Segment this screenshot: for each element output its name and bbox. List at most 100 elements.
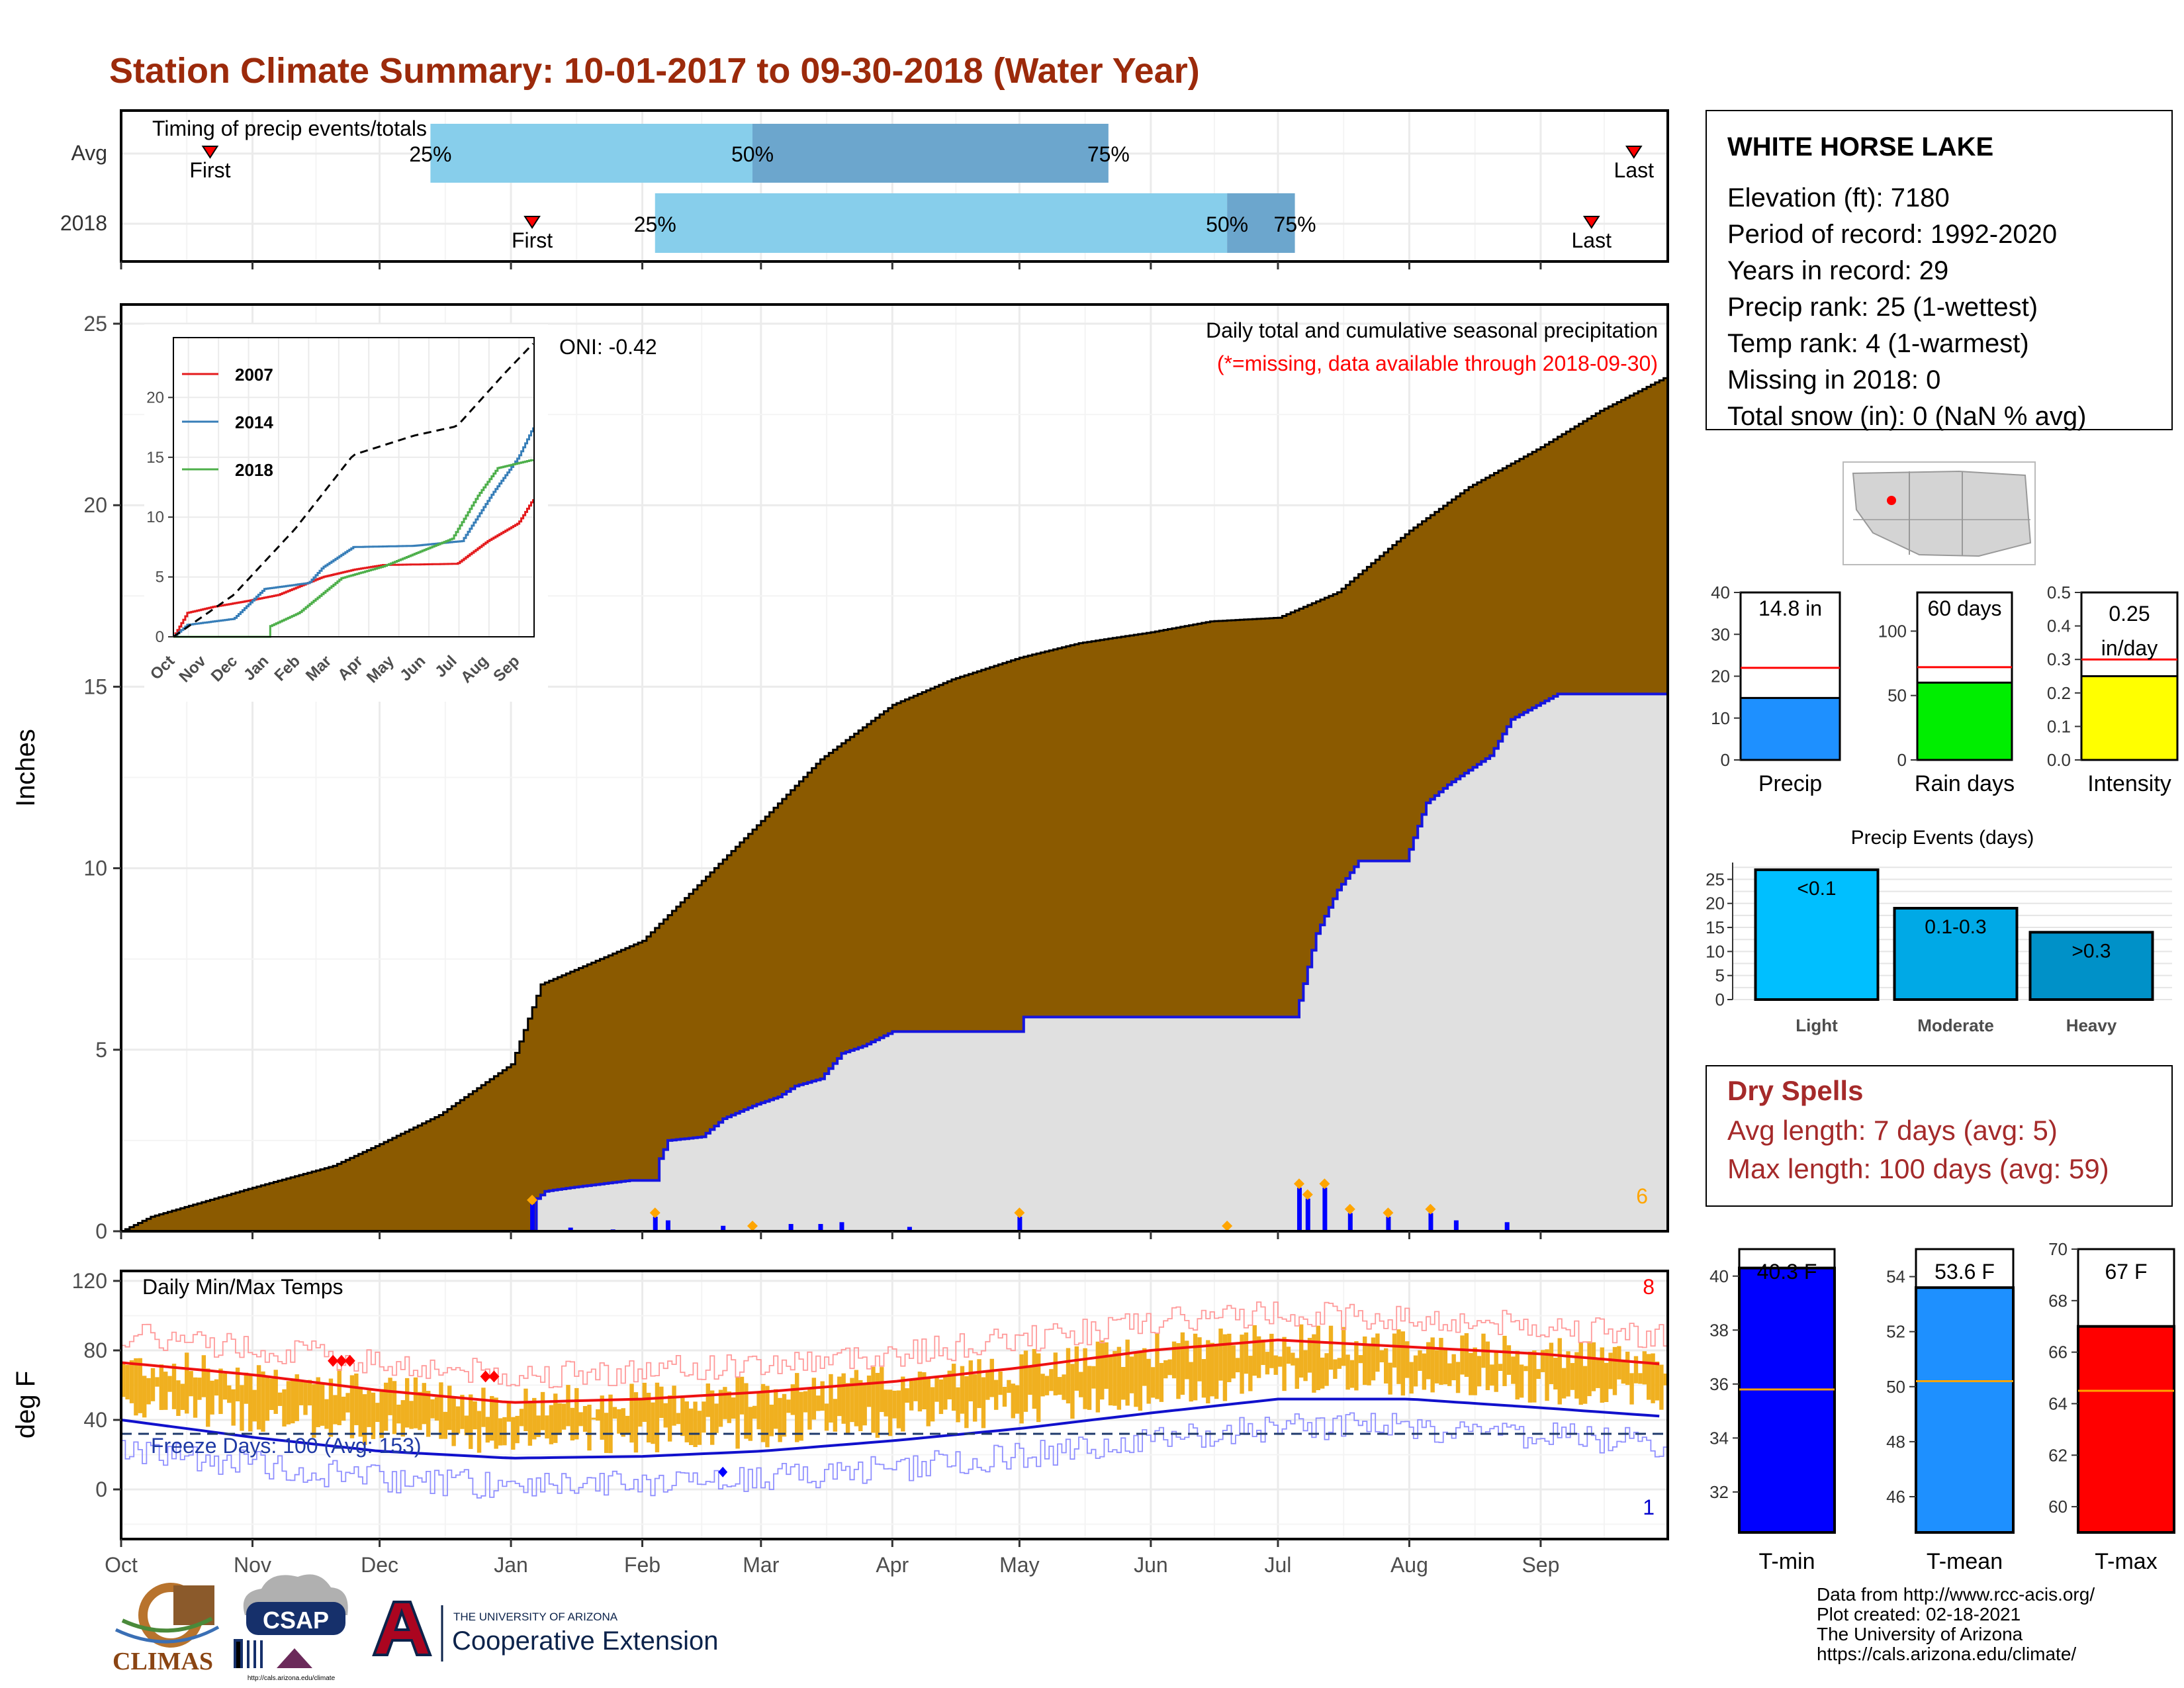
- climas-text: CLIMAS: [113, 1648, 213, 1675]
- daily-precip-bar: [1305, 1198, 1310, 1231]
- daily-temp-bar: [324, 1399, 329, 1429]
- daily-temp-bar: [663, 1403, 668, 1428]
- daily-temp-bar: [295, 1374, 299, 1421]
- daily-temp-bar: [345, 1393, 350, 1413]
- ua-logo: THE UNIVERSITY OF ARIZONA Cooperative Ex…: [372, 1601, 718, 1662]
- daily-temp-bar: [638, 1399, 643, 1427]
- events-tick-label: 0: [1715, 990, 1725, 1009]
- daily-temp-bar: [523, 1388, 528, 1431]
- daily-temp-bar: [1447, 1363, 1452, 1386]
- credit-line: The University of Arizona: [1817, 1624, 2023, 1644]
- credit-line: Plot created: 02-18-2021: [1817, 1604, 2021, 1624]
- daily-temp-bar: [702, 1401, 706, 1433]
- daily-temp-bar: [1121, 1367, 1126, 1400]
- daily-temp-bar: [1218, 1329, 1223, 1381]
- month-tick-label: Feb: [624, 1553, 660, 1577]
- daily-temp-bar: [515, 1415, 520, 1444]
- daily-temp-bar: [659, 1386, 664, 1419]
- daily-temp-bar: [862, 1384, 867, 1426]
- daily-temp-bar: [871, 1366, 876, 1433]
- daily-temp-bar: [1384, 1348, 1388, 1384]
- daily-temp-bar: [434, 1397, 439, 1421]
- daily-temp-bar: [1015, 1385, 1020, 1414]
- record-min-line: [121, 1412, 1668, 1499]
- daily-temp-bar: [337, 1369, 341, 1425]
- daily-temp-bar: [765, 1385, 770, 1448]
- timing-pct-label: 50%: [1206, 212, 1248, 236]
- daily-temp-bar: [536, 1415, 541, 1437]
- small-bar-tick: 0.0: [2047, 750, 2071, 770]
- daily-temp-bar: [591, 1417, 596, 1420]
- daily-temp-bar: [905, 1388, 909, 1403]
- daily-temp-bar: [277, 1392, 283, 1406]
- timing-pct-label: 25%: [409, 142, 451, 166]
- daily-temp-bar: [875, 1372, 880, 1438]
- daily-temp-bar: [790, 1384, 796, 1415]
- daily-temp-bar: [582, 1406, 588, 1432]
- y-tick-label: 40: [83, 1408, 107, 1432]
- daily-temp-bar: [1214, 1345, 1219, 1399]
- daily-temp-bar: [600, 1395, 604, 1440]
- daily-temp-bar: [1070, 1364, 1075, 1419]
- daily-precip-bar: [1504, 1222, 1510, 1231]
- temp-bar-tick: 38: [1709, 1320, 1729, 1340]
- y-tick-label: 25: [83, 312, 107, 336]
- month-tick-label: Dec: [361, 1553, 398, 1577]
- daily-temp-bar: [693, 1401, 698, 1447]
- temp-panel-label: Daily Min/Max Temps: [142, 1275, 343, 1299]
- daily-temp-bar: [1494, 1350, 1498, 1392]
- small-bar-tick: 0: [1897, 750, 1907, 770]
- daily-temp-bar: [824, 1403, 829, 1431]
- daily-precip-bar: [665, 1220, 670, 1231]
- daily-temp-bar: [1638, 1373, 1643, 1384]
- temp-value-label: 67 F: [2105, 1260, 2147, 1284]
- daily-temp-bar: [333, 1395, 338, 1425]
- legend-label: 2014: [235, 412, 273, 432]
- daily-temp-bar: [1138, 1352, 1143, 1411]
- value-bar: [1916, 681, 2013, 761]
- value-bar: [1739, 696, 1841, 761]
- daily-temp-bar: [578, 1412, 583, 1427]
- daily-temp-bar: [735, 1377, 740, 1449]
- daily-temp-bar: [502, 1417, 507, 1446]
- daily-temp-bar: [1527, 1351, 1533, 1403]
- daily-temp-bar: [837, 1376, 842, 1417]
- freeze-days-label: Freeze Days: 100 (Avg: 153): [151, 1434, 422, 1458]
- daily-precip-bar: [530, 1203, 535, 1231]
- daily-temp-bar: [1324, 1353, 1329, 1386]
- daily-temp-bar: [1439, 1338, 1443, 1385]
- y-tick-label: 15: [83, 675, 107, 698]
- temp-bar-tick: 34: [1709, 1428, 1729, 1448]
- daily-temp-bar: [134, 1358, 138, 1416]
- inset-legend: 2007 2014 2018: [182, 365, 273, 480]
- heavy-event-marker: [1302, 1189, 1313, 1200]
- temp-bar-tick: 36: [1709, 1374, 1729, 1394]
- inset-y-tick-label: 15: [146, 449, 164, 467]
- daily-temp-bar: [866, 1376, 872, 1407]
- timing-row-avg: Avg: [71, 141, 107, 165]
- daily-temp-bar: [667, 1395, 672, 1442]
- temp-count-bottom: 1: [1643, 1495, 1655, 1519]
- month-tick-label: Sep: [1522, 1553, 1559, 1577]
- daily-temp-bar: [1375, 1333, 1380, 1372]
- temp-value-bar: [2077, 1325, 2175, 1534]
- daily-temp-bar: [1596, 1358, 1600, 1388]
- daily-temp-bar: [473, 1401, 477, 1430]
- daily-temp-bar: [494, 1397, 498, 1449]
- daily-precip-bar: [788, 1224, 794, 1231]
- daily-temp-bar: [1193, 1333, 1198, 1401]
- daily-temp-bar: [320, 1383, 325, 1426]
- daily-temp-bar: [235, 1367, 240, 1401]
- daily-temp-bar: [718, 1389, 723, 1427]
- daily-temp-bar: [1367, 1344, 1371, 1385]
- daily-temp-bar: [176, 1380, 181, 1417]
- daily-temp-bar: [922, 1372, 927, 1410]
- daily-temp-bar: [1210, 1342, 1214, 1397]
- daily-temp-bar: [1163, 1360, 1168, 1379]
- precip-events-title: Precip Events (days): [1851, 827, 2034, 849]
- small-bar-tick: 50: [1888, 686, 1907, 706]
- daily-temp-bar: [1418, 1350, 1422, 1371]
- daily-temp-bar: [349, 1375, 355, 1438]
- daily-temp-bar: [1307, 1338, 1312, 1373]
- daily-temp-bar: [201, 1355, 206, 1397]
